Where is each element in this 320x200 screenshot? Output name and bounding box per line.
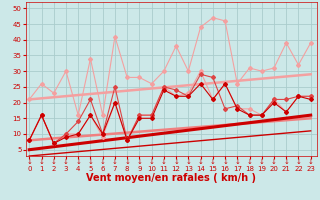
X-axis label: Vent moyen/en rafales ( km/h ): Vent moyen/en rafales ( km/h ): [86, 173, 256, 183]
